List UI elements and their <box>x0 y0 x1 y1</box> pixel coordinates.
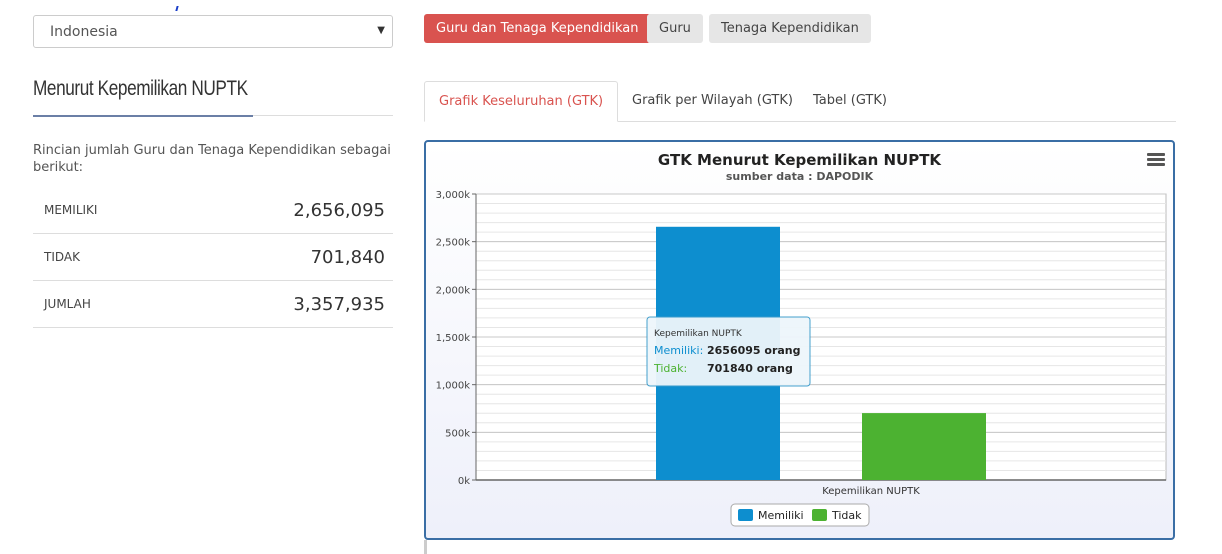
legend-swatch <box>812 509 827 521</box>
y-tick-label: 1,500k <box>436 333 471 344</box>
bar-tidak <box>862 413 986 480</box>
chart-tabs: Grafik Keseluruhan (GTK) Grafik per Wila… <box>424 81 1176 122</box>
y-tick-label: 2,500k <box>436 238 471 249</box>
filter-gtk-button[interactable]: Guru dan Tenaga Kependidikan <box>424 14 651 43</box>
tooltip-series-name: Tidak: <box>653 362 687 375</box>
tooltip-series-name: Memiliki: <box>654 344 703 357</box>
stat-value: 3,357,935 <box>293 293 385 315</box>
section-description: Rincian jumlah Guru dan Tenaga Kependidi… <box>33 143 391 175</box>
tab-tabel[interactable]: Tabel (GTK) <box>813 93 887 108</box>
chart-menu-icon[interactable] <box>1147 153 1165 169</box>
filter-guru-button[interactable]: Guru <box>647 14 703 43</box>
section-title: Menurut Kepemilikan NUPTK <box>33 77 248 100</box>
legend-label: Tidak <box>831 509 862 522</box>
stat-row-jumlah: JUMLAH 3,357,935 <box>33 281 393 328</box>
region-select[interactable]: Indonesia ▼ <box>33 15 393 48</box>
legend-box <box>730 503 870 527</box>
stat-label: JUMLAH <box>44 297 91 311</box>
stat-label: MEMILIKI <box>44 203 98 217</box>
chart-panel: GTK Menurut Kepemilikan NUPTK sumber dat… <box>424 140 1175 540</box>
x-category-label: Kepemilikan NUPTK <box>822 486 920 497</box>
tab-grafik-keseluruhan[interactable]: Grafik Keseluruhan (GTK) <box>424 81 619 122</box>
bar-chart: 0k 500k 1,000k 1,500k 2,000k 2,500k 3,000k Kepe… <box>436 190 1167 527</box>
title-divider-accent <box>33 115 253 117</box>
filter-tendik-button[interactable]: Tenaga Kependidikan <box>709 14 871 43</box>
legend-label: Memiliki <box>758 509 804 522</box>
legend-swatch <box>738 509 753 521</box>
y-tick-label: 0k <box>458 476 470 487</box>
y-tick-label: 500k <box>445 428 470 439</box>
chart-title: GTK Menurut Kepemilikan NUPTK <box>657 151 942 169</box>
stats-list: MEMILIKI 2,656,095 TIDAK 701,840 JUMLAH … <box>33 187 393 328</box>
stat-row-memiliki: MEMILIKI 2,656,095 <box>33 187 393 234</box>
tooltip-header: Kepemilikan NUPTK <box>654 329 743 339</box>
y-tick-label: 1,000k <box>436 381 471 392</box>
y-tick-label: 2,000k <box>436 285 471 296</box>
tick-mark <box>175 6 179 11</box>
stat-value: 2,656,095 <box>293 199 385 221</box>
tab-grafik-per-wilayah[interactable]: Grafik per Wilayah (GTK) <box>632 93 793 108</box>
tooltip-series-value: 701840 orang <box>707 362 793 375</box>
stat-row-tidak: TIDAK 701,840 <box>33 234 393 281</box>
panel-bottom-edge <box>424 540 427 554</box>
dropdown-arrow-icon: ▼ <box>377 25 385 36</box>
stat-value: 701,840 <box>310 246 385 268</box>
tooltip-series-value: 2656095 orang <box>707 344 801 357</box>
stat-label: TIDAK <box>44 250 80 264</box>
region-select-value: Indonesia <box>50 24 118 40</box>
chart-subtitle: sumber data : DAPODIK <box>725 170 874 183</box>
y-tick-label: 3,000k <box>436 190 471 201</box>
tooltip-box <box>646 316 811 387</box>
